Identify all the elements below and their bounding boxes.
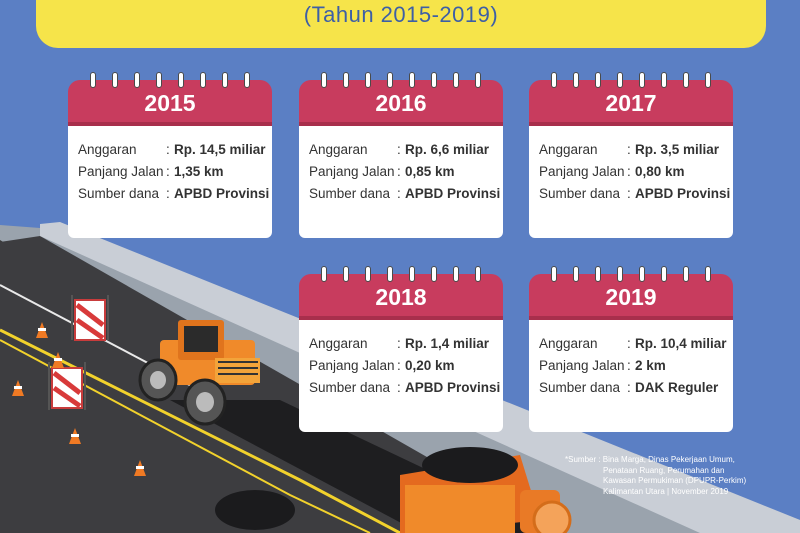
card-2016: 2016 Anggaran: Rp. 6,6 miliar Panjang Jal… [299, 72, 503, 238]
calendar-rings [90, 72, 250, 90]
barricade-2 [48, 362, 86, 410]
budget-label: Anggaran [309, 142, 368, 157]
length-label: Panjang Jalan [309, 358, 395, 373]
fund-value: DAK Reguler [635, 380, 719, 395]
traffic-cone-3 [12, 380, 24, 396]
card-body: Anggaran: Rp. 6,6 miliar Panjang Jalan:0,… [299, 126, 503, 238]
card-year: 2018 [375, 284, 427, 310]
period-subtitle: (Tahun 2015-2019) [303, 2, 499, 27]
length-value: 0,85 km [405, 164, 455, 179]
card-2019: 2019 Anggaran: Rp. 10,4 miliar Panjang Ja… [529, 266, 733, 432]
separator: : [397, 142, 401, 157]
fund-label: Sumber dana [78, 186, 160, 201]
card-body: Anggaran: Rp. 14,5 miliar Panjang Jalan:1… [68, 126, 272, 238]
source-line: Kawasan Permukiman (DPUPR-Perkim) [603, 476, 747, 485]
separator: : [627, 164, 631, 179]
separator: : [397, 186, 401, 201]
separator: : [627, 336, 631, 351]
card-2018: 2018 Anggaran: Rp. 1,4 miliar Panjang Jal… [299, 266, 503, 432]
budget-label: Anggaran [539, 336, 598, 351]
card-year: 2016 [375, 90, 427, 116]
length-value: 0,20 km [405, 358, 455, 373]
fund-label: Sumber dana [539, 186, 621, 201]
fund-value: APBD Provinsi [635, 186, 731, 201]
road-roller [138, 320, 260, 426]
calendar-rings [551, 266, 711, 284]
card-body: Anggaran: Rp. 3,5 miliar Panjang Jalan:0,… [529, 126, 733, 238]
separator: : [627, 358, 631, 373]
calendar-rings [551, 72, 711, 90]
separator: : [397, 164, 401, 179]
length-value: 1,35 km [174, 164, 224, 179]
traffic-cone-2 [52, 352, 64, 368]
source-line: Penataan Ruang, Perumahan dan [603, 465, 725, 475]
length-value: 2 km [635, 358, 666, 373]
source-note: *Sumber : Bina Marga, Dinas Pekerjaan Um… [565, 455, 795, 497]
separator: : [397, 358, 401, 373]
length-value: 0,80 km [635, 164, 685, 179]
budget-value: Rp. 1,4 miliar [405, 336, 490, 351]
source-line: *Sumber : Bina Marga, Dinas Pekerjaan Um… [565, 455, 735, 464]
traffic-cone-5 [134, 460, 146, 476]
card-year: 2019 [605, 284, 657, 310]
separator: : [627, 380, 631, 395]
source-line: Kalimantan Utara | November 2019 [603, 486, 729, 496]
budget-value: Rp. 6,6 miliar [405, 142, 490, 157]
fund-value: APBD Provinsi [405, 380, 501, 395]
length-label: Panjang Jalan [309, 164, 395, 179]
fund-label: Sumber dana [539, 380, 621, 395]
calendar-rings [321, 266, 481, 284]
budget-label: Anggaran [539, 142, 598, 157]
separator: : [627, 142, 631, 157]
dump-truck [400, 447, 572, 533]
asphalt-pile [215, 490, 295, 530]
budget-value: Rp. 10,4 miliar [635, 336, 727, 351]
calendar-header [529, 274, 733, 320]
calendar-header [529, 80, 733, 126]
budget-value: Rp. 3,5 miliar [635, 142, 720, 157]
fund-label: Sumber dana [309, 380, 391, 395]
separator: : [166, 186, 170, 201]
card-year: 2015 [144, 90, 196, 116]
barricade [71, 295, 109, 341]
calendar-header [68, 80, 272, 126]
budget-label: Anggaran [309, 336, 368, 351]
card-body: Anggaran: Rp. 1,4 miliar Panjang Jalan:0,… [299, 320, 503, 432]
lane-line-yellow-2 [0, 339, 371, 533]
calendar-rings [321, 72, 481, 90]
card-2015: 2015 Anggaran: Rp. 14,5 miliar Panjang Ja… [68, 72, 272, 238]
fund-value: APBD Provinsi [174, 186, 270, 201]
title-banner: (Tahun 2015-2019) [36, 0, 766, 48]
budget-label: Anggaran [78, 142, 137, 157]
fund-label: Sumber dana [309, 186, 391, 201]
separator: : [166, 142, 170, 157]
length-label: Panjang Jalan [78, 164, 164, 179]
separator: : [627, 186, 631, 201]
budget-value: Rp. 14,5 miliar [174, 142, 266, 157]
separator: : [397, 336, 401, 351]
card-2017: 2017 Anggaran: Rp. 3,5 miliar Panjang Jal… [529, 72, 733, 238]
card-body: Anggaran: Rp. 10,4 miliar Panjang Jalan:2… [529, 320, 733, 432]
road-asphalt [0, 236, 560, 533]
traffic-cone [36, 322, 48, 338]
separator: : [397, 380, 401, 395]
length-label: Panjang Jalan [539, 164, 625, 179]
calendar-header [299, 80, 503, 126]
traffic-cone-4 [69, 428, 81, 444]
calendar-header [299, 274, 503, 320]
fund-value: APBD Provinsi [405, 186, 501, 201]
separator: : [166, 164, 170, 179]
card-year: 2017 [605, 90, 657, 116]
lane-line-yellow [0, 328, 401, 533]
length-label: Panjang Jalan [539, 358, 625, 373]
